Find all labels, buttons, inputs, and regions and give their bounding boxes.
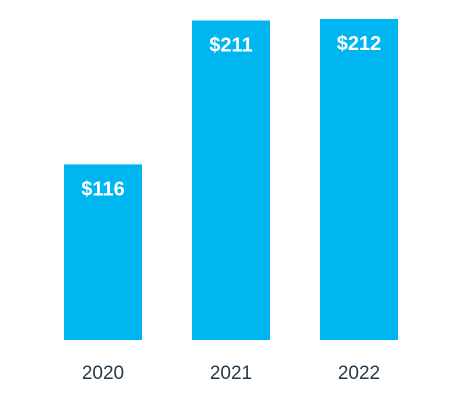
bar-2020 — [64, 164, 142, 340]
data-label-2022: $212 — [337, 33, 382, 55]
x-tick-label-2021: 2021 — [210, 363, 252, 384]
data-label-2021: $211 — [209, 35, 252, 57]
bar-2021 — [192, 20, 270, 340]
x-tick-label-2020: 2020 — [82, 363, 124, 384]
x-tick-label-2022: 2022 — [338, 363, 380, 384]
bar-2022 — [320, 19, 398, 340]
data-label-2020: $116 — [81, 178, 124, 200]
bars-layer — [64, 19, 398, 340]
data-labels-layer: $116 $211 $212 — [81, 33, 381, 200]
x-axis-tick-labels: 2020 2021 2022 — [82, 363, 380, 384]
